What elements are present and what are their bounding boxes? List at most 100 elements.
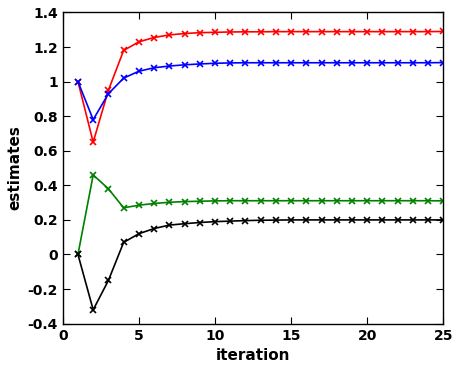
mL	[440, 60, 445, 65]
cR	[440, 218, 445, 222]
mL	[303, 61, 308, 65]
mL	[181, 63, 187, 67]
cL	[136, 203, 141, 208]
mR	[394, 29, 399, 34]
cR	[121, 240, 126, 245]
mL	[273, 61, 278, 65]
mR	[333, 29, 339, 34]
mL	[379, 61, 384, 65]
cL	[90, 173, 96, 177]
mR	[75, 80, 80, 84]
mL	[90, 117, 96, 122]
mR	[425, 29, 430, 34]
mR	[440, 29, 445, 34]
cL	[257, 198, 263, 203]
mL	[348, 61, 354, 65]
cR	[379, 218, 384, 222]
mR	[227, 30, 232, 34]
cR	[136, 232, 141, 236]
mR	[409, 29, 415, 34]
mR	[90, 140, 96, 144]
cL	[364, 198, 369, 203]
cR	[196, 220, 202, 225]
mR	[136, 40, 141, 44]
cR	[394, 218, 399, 222]
Line: mR: mR	[75, 29, 445, 145]
cR	[257, 218, 263, 222]
cL	[425, 198, 430, 203]
cL	[227, 198, 232, 203]
mR	[348, 29, 354, 34]
cR	[318, 218, 324, 222]
cL	[318, 198, 324, 203]
cL	[151, 201, 157, 206]
X-axis label: iteration: iteration	[215, 348, 290, 363]
mL	[151, 65, 157, 70]
cL	[303, 198, 308, 203]
cL	[106, 186, 111, 191]
cR	[288, 218, 293, 222]
cL	[440, 199, 445, 203]
cL	[288, 198, 293, 203]
cL	[196, 199, 202, 204]
cR	[106, 278, 111, 283]
mL	[409, 61, 415, 65]
mL	[242, 61, 247, 65]
mR	[196, 30, 202, 35]
mL	[333, 61, 339, 65]
cL	[181, 199, 187, 204]
cR	[181, 222, 187, 226]
mR	[212, 30, 217, 34]
Line: cL: cL	[75, 172, 445, 257]
mR	[318, 29, 324, 34]
cR	[273, 218, 278, 222]
cR	[90, 307, 96, 312]
cR	[425, 218, 430, 222]
cL	[409, 198, 415, 203]
cL	[75, 252, 80, 257]
mR	[166, 33, 172, 37]
mL	[166, 64, 172, 68]
mL	[106, 91, 111, 96]
mR	[288, 29, 293, 34]
Line: mL: mL	[75, 60, 445, 122]
mR	[364, 29, 369, 34]
mL	[257, 61, 263, 65]
mL	[75, 80, 80, 84]
mR	[181, 31, 187, 36]
mR	[242, 30, 247, 34]
mR	[257, 30, 263, 34]
cR	[151, 226, 157, 231]
cL	[121, 206, 126, 210]
cR	[303, 218, 308, 222]
cR	[348, 218, 354, 222]
cL	[348, 198, 354, 203]
mL	[121, 76, 126, 80]
cL	[166, 200, 172, 205]
cL	[273, 198, 278, 203]
cR	[242, 218, 247, 223]
cL	[242, 198, 247, 203]
mR	[151, 35, 157, 40]
cR	[364, 218, 369, 222]
cL	[333, 198, 339, 203]
cR	[166, 223, 172, 227]
mR	[303, 29, 308, 34]
mL	[288, 61, 293, 65]
Line: cR: cR	[75, 217, 445, 313]
cR	[212, 219, 217, 224]
cL	[379, 198, 384, 203]
mL	[425, 61, 430, 65]
cL	[394, 198, 399, 203]
cR	[409, 218, 415, 222]
mR	[121, 48, 126, 53]
mL	[196, 62, 202, 66]
Y-axis label: estimates: estimates	[7, 125, 22, 211]
mL	[212, 61, 217, 65]
mR	[273, 29, 278, 34]
mR	[106, 88, 111, 92]
mL	[364, 61, 369, 65]
cR	[75, 252, 80, 257]
cR	[333, 218, 339, 222]
cL	[212, 199, 217, 203]
